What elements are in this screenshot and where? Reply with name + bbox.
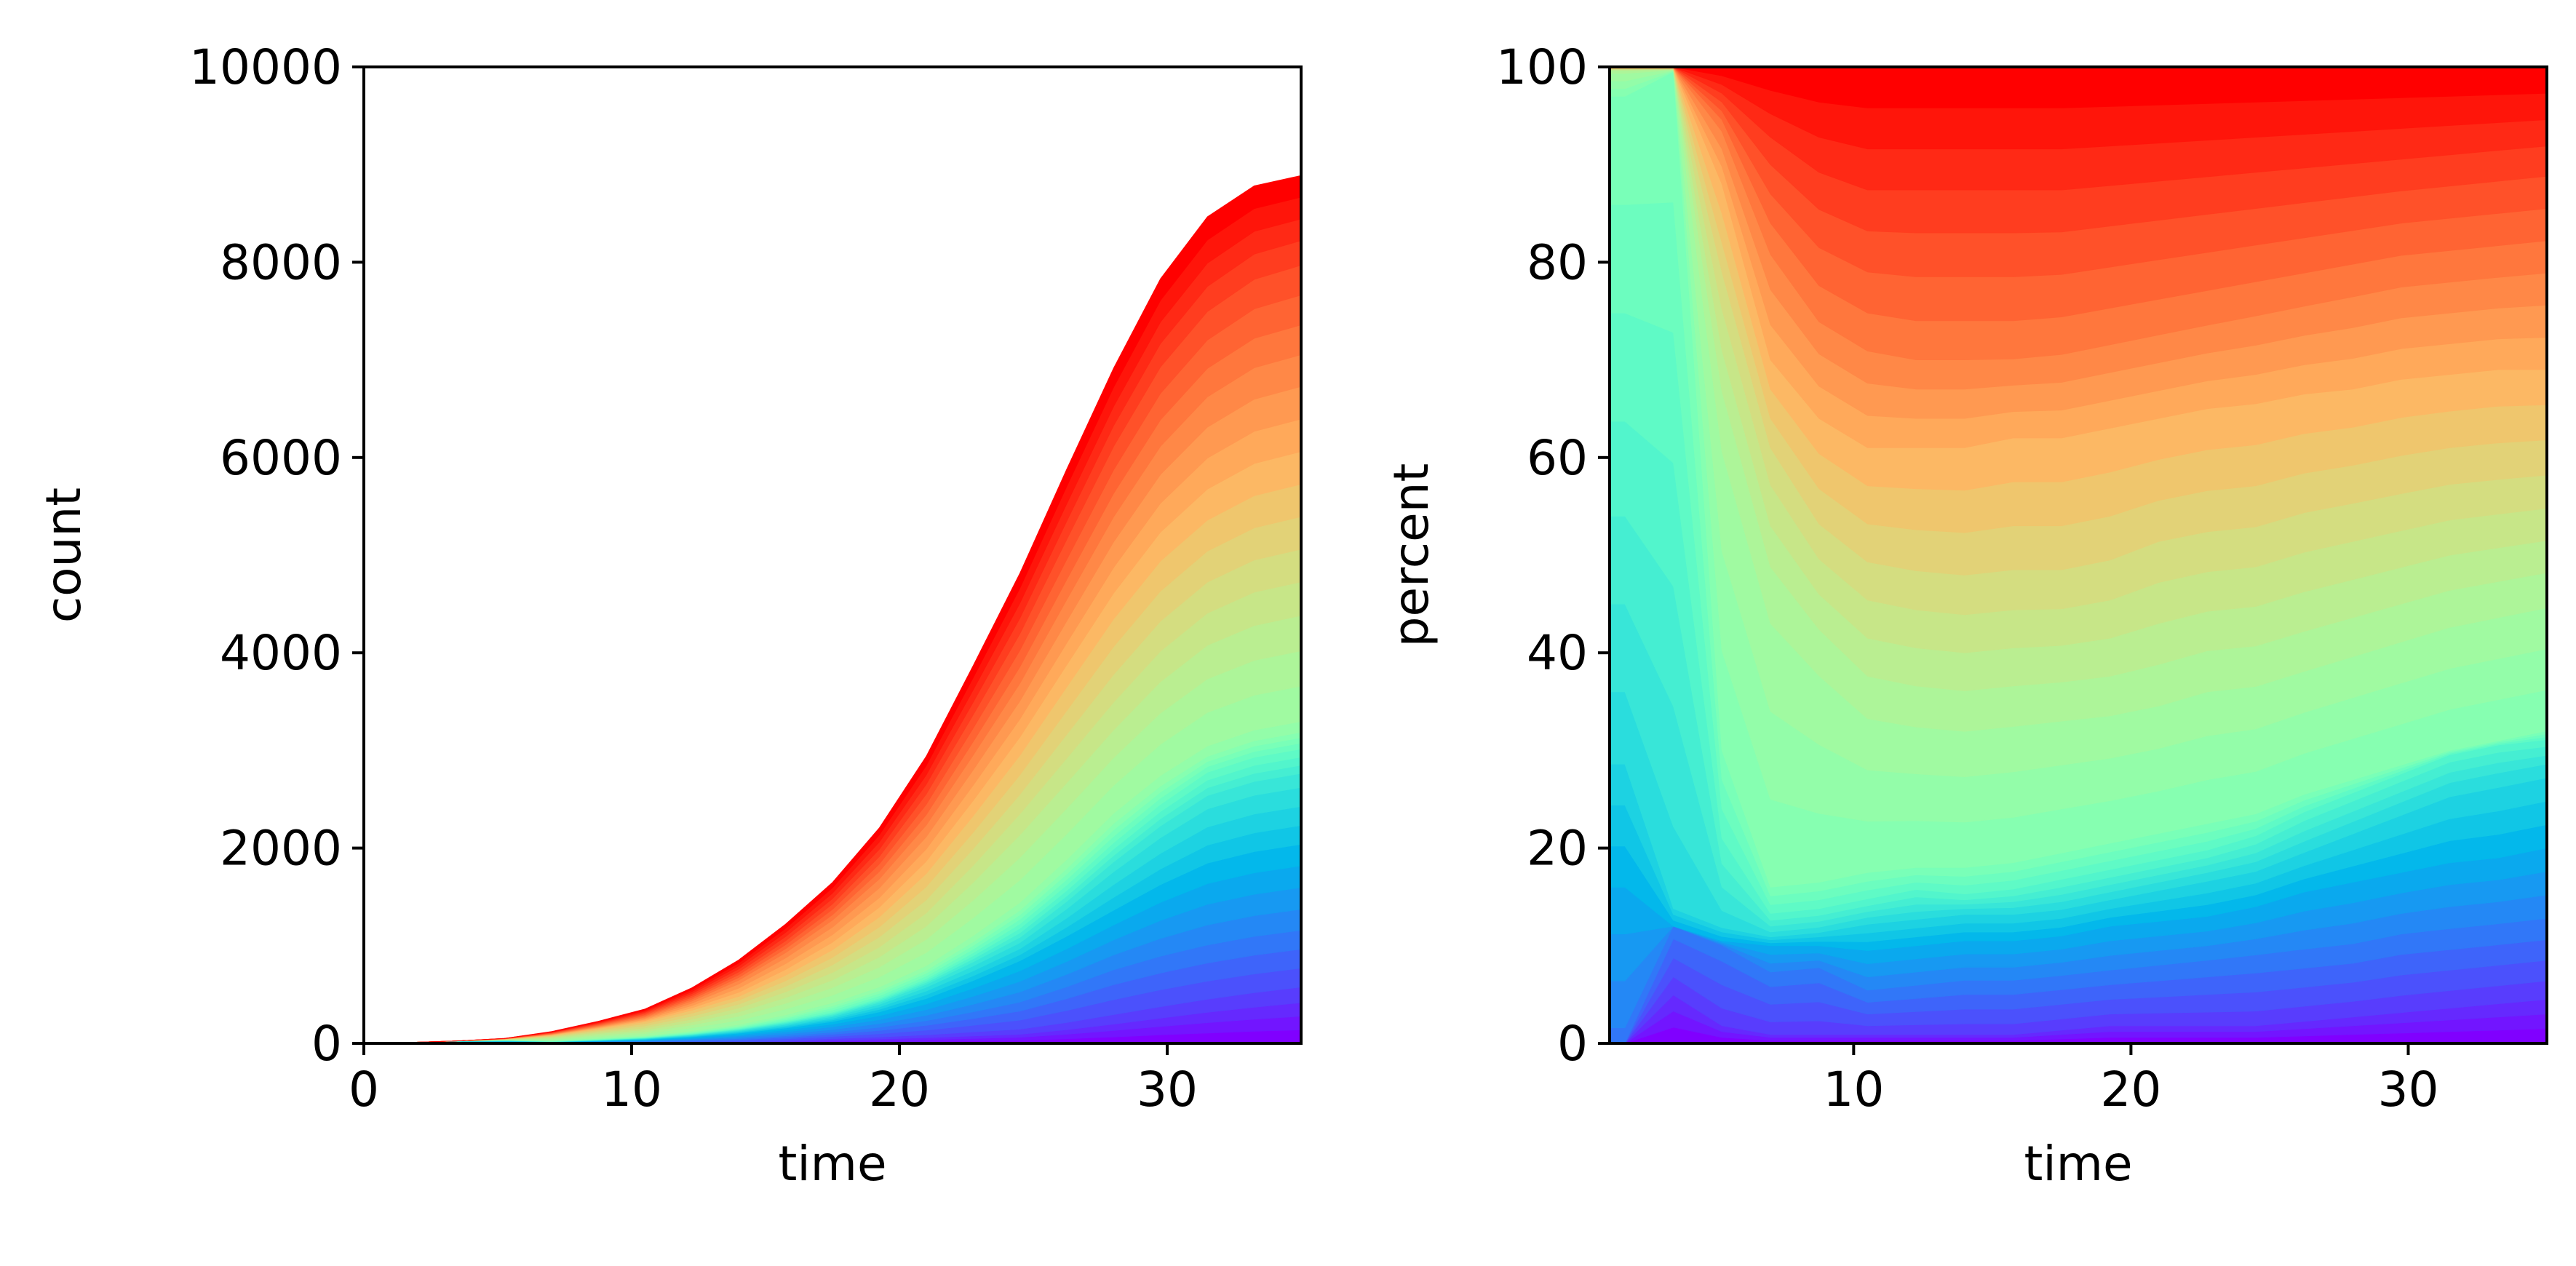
chart-count: 0 10 20 30 0 2000 4000 6000 8000 10000 time count [36, 39, 1303, 1192]
x-tick-label: 20 [869, 1062, 930, 1118]
y-tick-label: 8000 [220, 234, 342, 290]
y-tick-label: 80 [1527, 234, 1588, 290]
percent-area-layers [1609, 66, 2548, 1044]
percent-plot-frame [1608, 65, 2548, 1045]
chart-percent: 10 20 30 0 20 40 60 80 100 time percent [1383, 39, 2548, 1192]
count-ticks: 0 10 20 30 0 2000 4000 6000 8000 10000 [189, 39, 1198, 1118]
count-plot-frame [362, 65, 1303, 1045]
x-tick-label: 20 [2100, 1062, 2161, 1118]
y-tick-label: 60 [1527, 430, 1588, 486]
y-tick-label: 100 [1496, 39, 1588, 95]
y-tick-label: 2000 [220, 821, 342, 877]
y-tick-label: 0 [1557, 1016, 1588, 1072]
x-tick-label: 10 [1823, 1062, 1884, 1118]
y-tick-label: 4000 [220, 625, 342, 681]
y-tick-label: 20 [1527, 821, 1588, 877]
y-tick-label: 0 [311, 1016, 342, 1072]
y-tick-label: 10000 [189, 39, 342, 95]
x-tick-label: 0 [349, 1062, 379, 1118]
x-tick-label: 30 [1137, 1062, 1198, 1118]
y-tick-label: 6000 [220, 430, 342, 486]
percent-x-axis-label: time [2024, 1136, 2132, 1192]
x-tick-label: 10 [601, 1062, 662, 1118]
percent-y-axis-label: percent [1383, 463, 1439, 648]
count-y-axis-label: count [36, 487, 92, 623]
y-tick-label: 40 [1527, 625, 1588, 681]
x-tick-label: 30 [2377, 1062, 2438, 1118]
percent-ticks: 10 20 30 0 20 40 60 80 100 [1496, 39, 2438, 1118]
count-x-axis-label: time [778, 1136, 886, 1192]
count-area-layers [363, 175, 1302, 1044]
